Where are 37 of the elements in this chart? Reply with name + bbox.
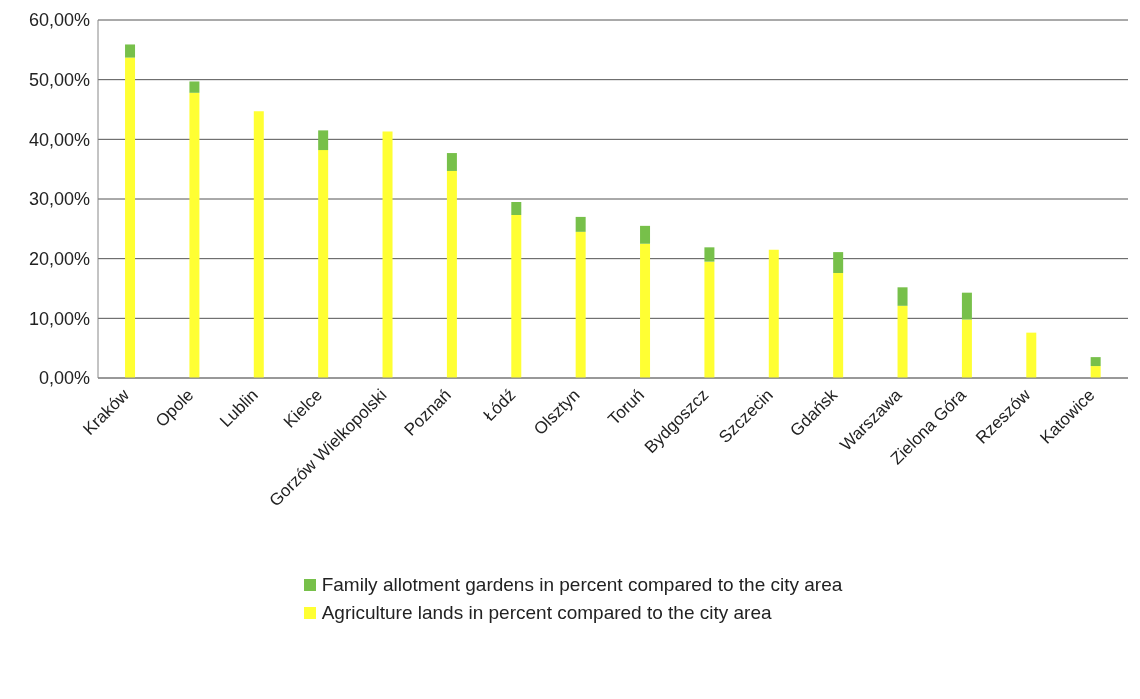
y-tick-label: 30,00% [28,189,90,210]
bar [833,252,844,273]
bar [961,292,972,320]
y-tick-label: 20,00% [28,249,90,270]
y-tick-label: 10,00% [28,308,90,329]
bar [253,111,264,378]
bar [189,81,200,93]
legend-label: Agriculture lands in percent compared to the city area [321,602,772,624]
bar [125,44,136,58]
bar [575,231,586,378]
bar [1026,332,1037,378]
bar [961,319,972,378]
y-tick-label: 60,00% [28,10,90,31]
bar [1090,366,1101,378]
bar [640,225,651,244]
legend-label: Family allotment gardens in percent compared to the city area [321,574,843,596]
bar [897,305,908,378]
bar [511,215,522,378]
bar [382,131,393,378]
bar [640,243,651,378]
bar [704,247,715,262]
y-tick-label: 40,00% [28,129,90,150]
bar [833,272,844,378]
bar [189,92,200,378]
bar [318,130,329,151]
bar [446,153,457,171]
bar [704,261,715,378]
y-tick-label: 50,00% [28,70,90,91]
bar [575,216,586,232]
bar [125,57,136,378]
y-tick-label: 0,00% [38,368,90,389]
bar [511,201,522,216]
bar [446,170,457,378]
bar [768,249,779,378]
bar [318,150,329,378]
bar [897,287,908,306]
bar [1090,357,1101,367]
